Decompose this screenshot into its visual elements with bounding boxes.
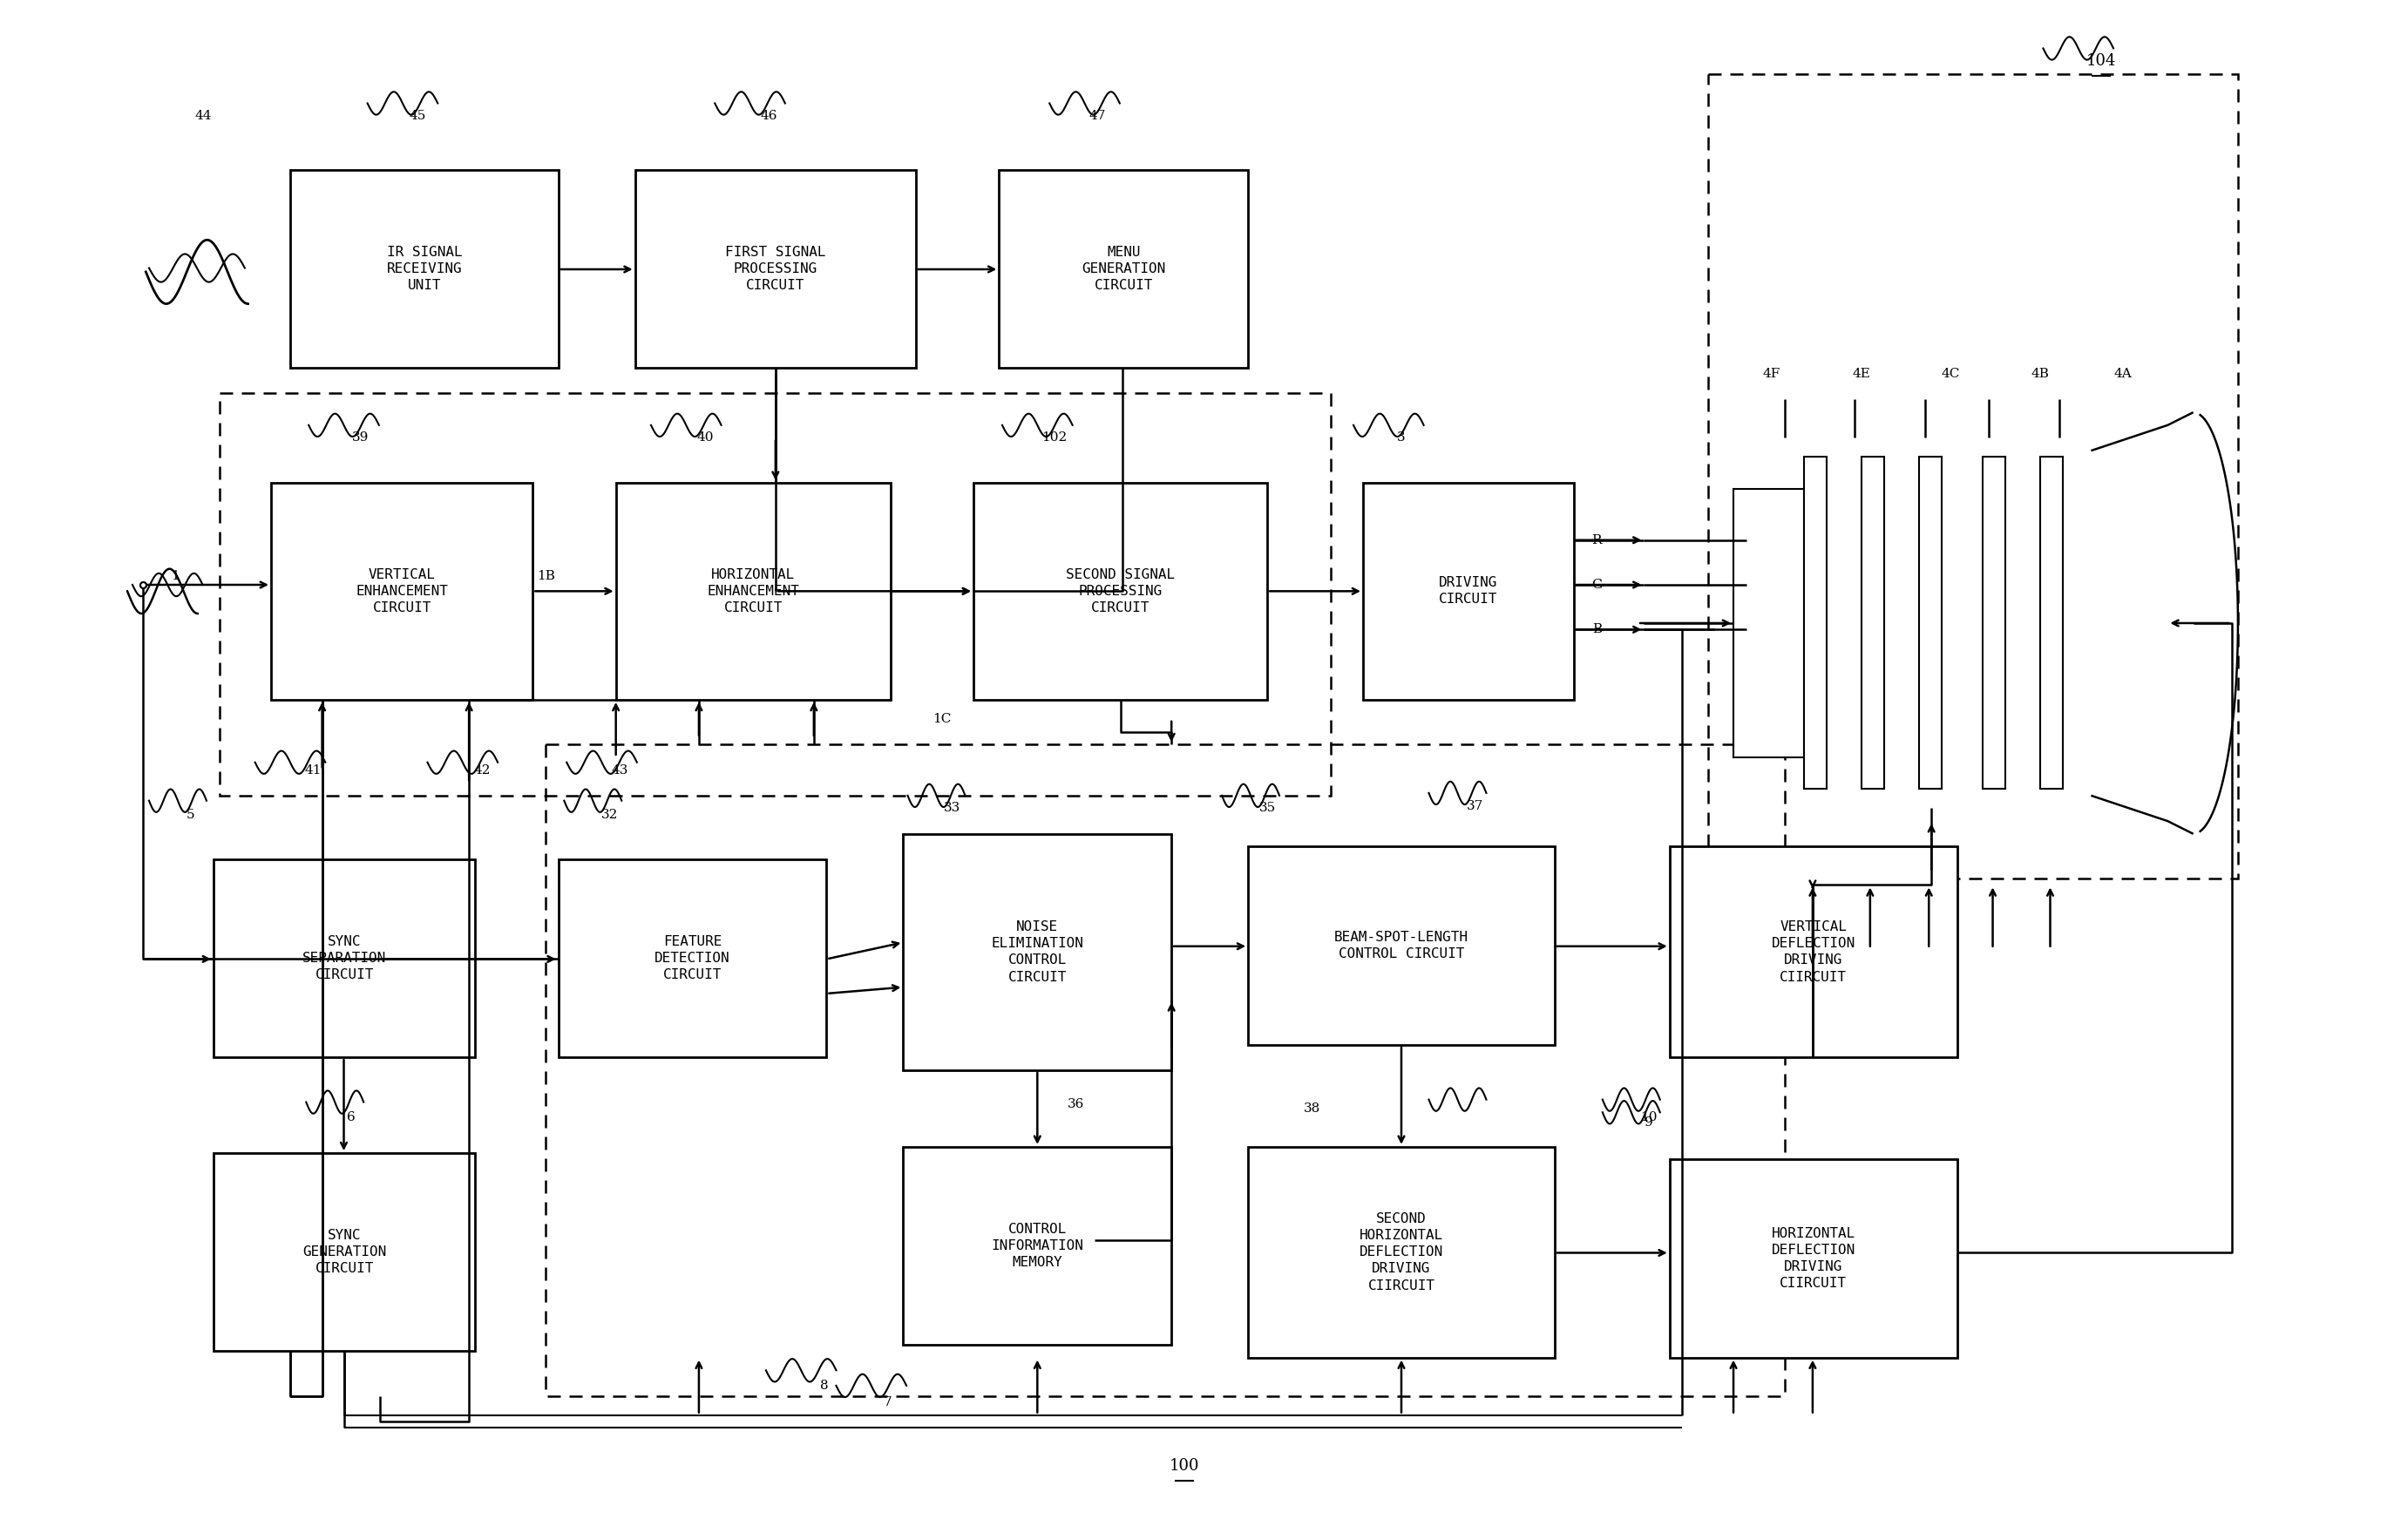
- Bar: [271, 482, 534, 699]
- Bar: [615, 482, 891, 699]
- Text: SECOND
HORIZONTAL
DEFLECTION
DRIVING
CIIRCUIT: SECOND HORIZONTAL DEFLECTION DRIVING CII…: [1360, 1212, 1444, 1292]
- Text: 1B: 1B: [536, 570, 555, 582]
- Text: 45: 45: [409, 109, 426, 122]
- Bar: [1362, 482, 1573, 699]
- Text: 1: 1: [170, 570, 180, 582]
- Text: 4F: 4F: [1762, 368, 1781, 380]
- Bar: [903, 833, 1171, 1070]
- Text: 104: 104: [2085, 54, 2116, 69]
- Text: G: G: [1592, 579, 1602, 591]
- Text: 6: 6: [347, 1112, 357, 1124]
- Bar: [213, 859, 476, 1058]
- Bar: [1247, 1147, 1554, 1358]
- Bar: [1803, 457, 1827, 788]
- Bar: [634, 169, 917, 368]
- Text: 43: 43: [610, 764, 627, 776]
- Bar: [290, 169, 558, 368]
- Bar: [2040, 457, 2064, 788]
- Text: 100: 100: [1168, 1458, 1199, 1474]
- Bar: [546, 744, 1784, 1395]
- Text: 36: 36: [1068, 1098, 1084, 1110]
- Text: 9: 9: [1645, 1116, 1654, 1129]
- Text: 40: 40: [697, 431, 713, 444]
- Text: IR SIGNAL
RECEIVING
UNIT: IR SIGNAL RECEIVING UNIT: [385, 245, 462, 293]
- Bar: [903, 1147, 1171, 1344]
- Text: 1C: 1C: [931, 713, 950, 725]
- Bar: [1918, 457, 1942, 788]
- Text: 102: 102: [1041, 431, 1068, 444]
- Text: 8: 8: [819, 1380, 828, 1392]
- Bar: [1860, 457, 1884, 788]
- Text: 44: 44: [194, 109, 211, 122]
- Text: 5: 5: [187, 809, 194, 821]
- Text: 4B: 4B: [2030, 368, 2049, 380]
- Text: 47: 47: [1089, 109, 1106, 122]
- Text: HORIZONTAL
ENHANCEMENT
CIRCUIT: HORIZONTAL ENHANCEMENT CIRCUIT: [706, 568, 800, 614]
- Text: 7: 7: [883, 1397, 893, 1409]
- Bar: [998, 169, 1247, 368]
- Text: 41: 41: [304, 764, 321, 776]
- Text: CONTROL
INFORMATION
MEMORY: CONTROL INFORMATION MEMORY: [991, 1223, 1084, 1269]
- Text: HORIZONTAL
DEFLECTION
DRIVING
CIIRCUIT: HORIZONTAL DEFLECTION DRIVING CIIRCUIT: [1772, 1227, 1855, 1291]
- Text: R: R: [1592, 534, 1602, 547]
- Text: 35: 35: [1259, 802, 1276, 815]
- Text: 4C: 4C: [1942, 368, 1961, 380]
- Text: 32: 32: [601, 809, 618, 821]
- Text: BEAM-SPOT-LENGTH
CONTROL CIRCUIT: BEAM-SPOT-LENGTH CONTROL CIRCUIT: [1333, 930, 1468, 961]
- Text: SECOND SIGNAL
PROCESSING
CIRCUIT: SECOND SIGNAL PROCESSING CIRCUIT: [1065, 568, 1175, 614]
- Bar: [974, 482, 1266, 699]
- Bar: [558, 859, 826, 1058]
- Text: DRIVING
CIRCUIT: DRIVING CIRCUIT: [1439, 576, 1499, 607]
- Text: B: B: [1592, 624, 1602, 636]
- Text: 4E: 4E: [1853, 368, 1870, 380]
- Text: 38: 38: [1305, 1103, 1321, 1115]
- Bar: [1982, 457, 2006, 788]
- Text: FIRST SIGNAL
PROCESSING
CIRCUIT: FIRST SIGNAL PROCESSING CIRCUIT: [725, 245, 826, 293]
- Bar: [1247, 847, 1554, 1044]
- Text: 42: 42: [474, 764, 491, 776]
- Bar: [213, 1153, 476, 1351]
- Bar: [1707, 74, 2238, 878]
- Text: SYNC
GENERATION
CIRCUIT: SYNC GENERATION CIRCUIT: [302, 1229, 385, 1275]
- Text: 39: 39: [352, 431, 369, 444]
- Bar: [1733, 490, 1803, 758]
- Bar: [1669, 847, 1956, 1058]
- Text: VERTICAL
ENHANCEMENT
CIRCUIT: VERTICAL ENHANCEMENT CIRCUIT: [357, 568, 448, 614]
- Text: MENU
GENERATION
CIRCUIT: MENU GENERATION CIRCUIT: [1082, 245, 1166, 293]
- Text: SYNC
SEPARATION
CIRCUIT: SYNC SEPARATION CIRCUIT: [302, 935, 385, 981]
- Text: 37: 37: [1468, 799, 1484, 812]
- Bar: [220, 393, 1331, 796]
- Text: FEATURE
DETECTION
CIRCUIT: FEATURE DETECTION CIRCUIT: [654, 935, 730, 981]
- Text: 10: 10: [1640, 1112, 1657, 1124]
- Text: 4A: 4A: [2114, 368, 2133, 380]
- Text: 46: 46: [761, 109, 778, 122]
- Text: VERTICAL
DEFLECTION
DRIVING
CIIRCUIT: VERTICAL DEFLECTION DRIVING CIIRCUIT: [1772, 921, 1855, 984]
- Text: 3: 3: [1398, 431, 1405, 444]
- Text: 33: 33: [943, 802, 960, 815]
- Bar: [1669, 1160, 1956, 1358]
- Text: NOISE
ELIMINATION
CONTROL
CIRCUIT: NOISE ELIMINATION CONTROL CIRCUIT: [991, 921, 1084, 984]
